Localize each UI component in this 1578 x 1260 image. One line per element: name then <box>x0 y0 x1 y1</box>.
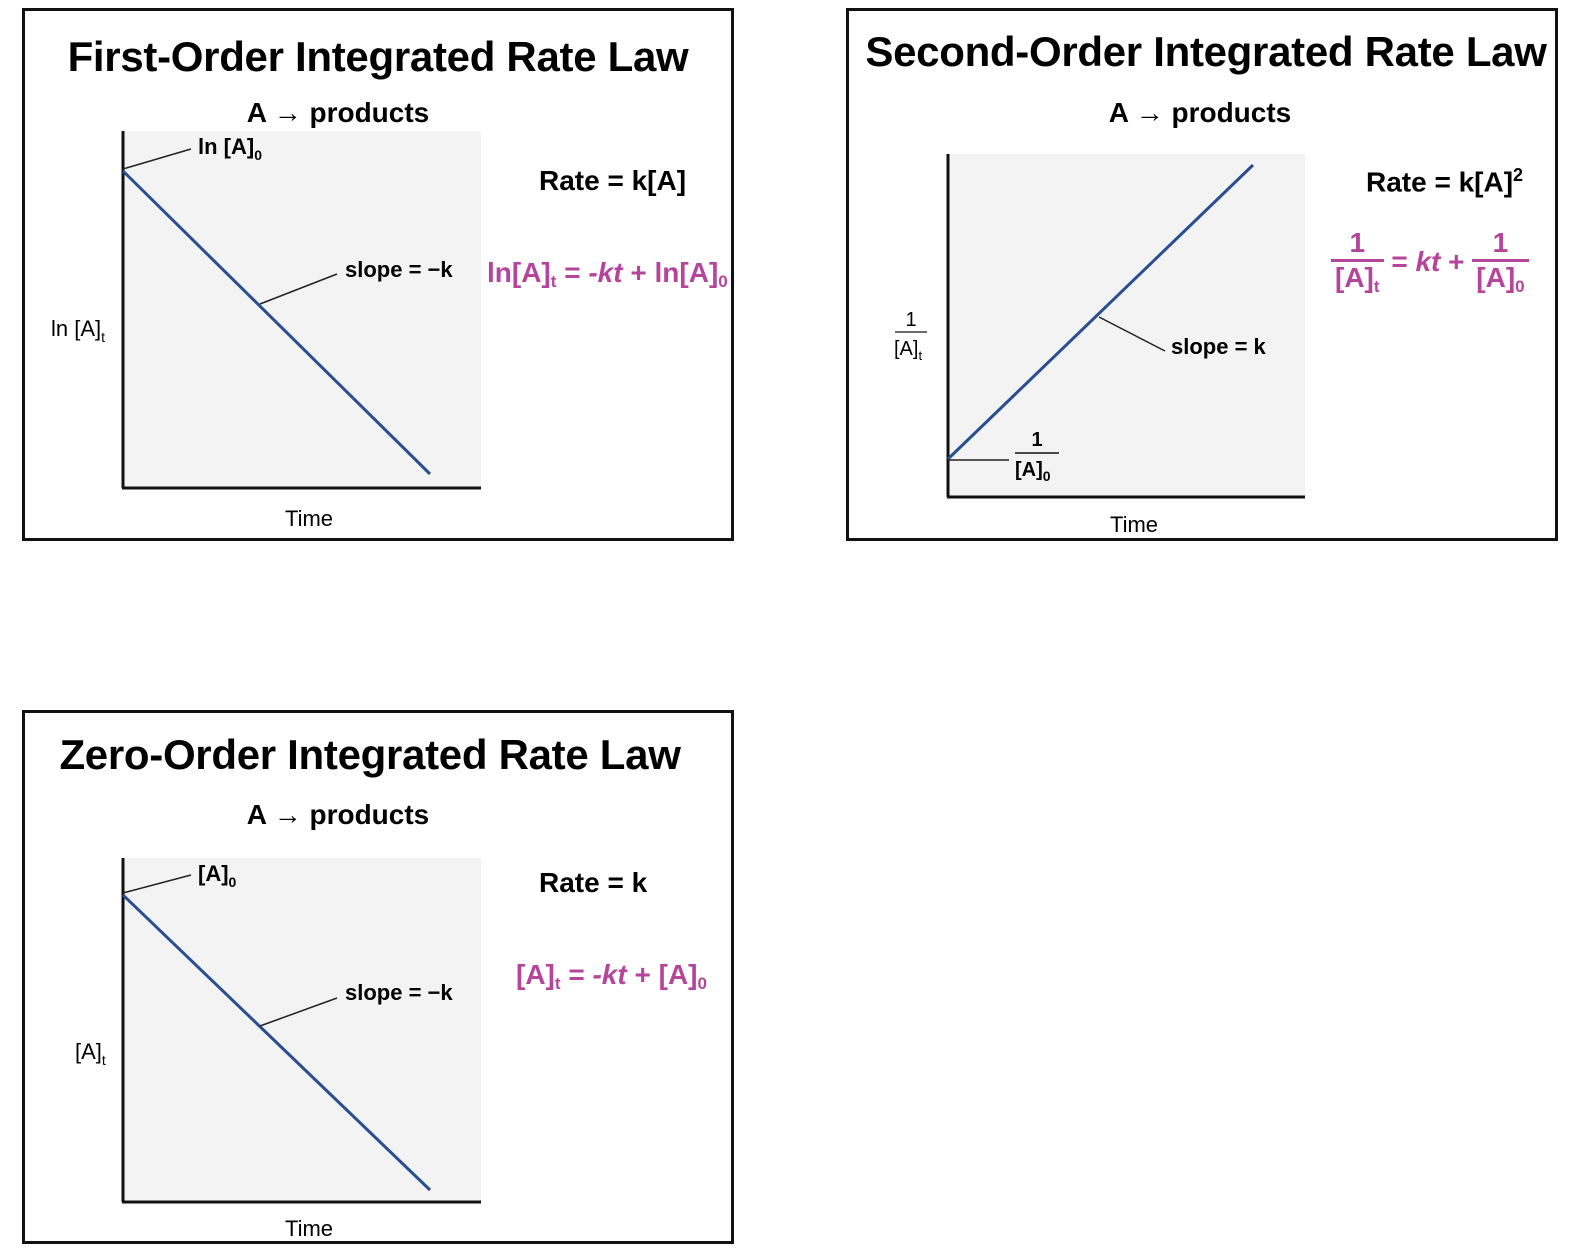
intercept-label: [A]0 <box>198 861 237 890</box>
second-order-plot: 1 [A]0 slope = k 1 [A]t Time <box>894 154 1305 537</box>
first-order-rate-law: Rate = k[A] <box>539 165 687 196</box>
slope-label: slope = k <box>1171 334 1267 359</box>
second-order-reaction: A → products <box>1108 97 1292 128</box>
equation-fraction-1: 1 [A]t <box>1331 229 1384 295</box>
intercept-numerator: 1 <box>1031 429 1042 451</box>
y-axis-label-numerator: 1 <box>905 309 916 331</box>
x-axis-label: Time <box>285 506 333 531</box>
second-order-panel: Second-Order Integrated Rate Law A → pro… <box>846 8 1558 541</box>
intercept-denominator: [A]0 <box>1015 459 1051 484</box>
zero-order-equation: [A]t = -kt + [A]0 <box>516 959 707 993</box>
first-order-equation: ln[A]t = -kt + ln[A]0 <box>487 257 728 291</box>
intercept-label: ln [A]0 <box>198 134 262 163</box>
slope-leader <box>259 273 338 305</box>
x-axis-label: Time <box>1110 512 1158 537</box>
first-order-title: First-Order Integrated Rate Law <box>67 33 689 80</box>
second-order-title: Second-Order Integrated Rate Law <box>865 28 1547 75</box>
slope-label: slope = −k <box>345 257 453 282</box>
y-axis-label: [A]t <box>75 1039 106 1068</box>
data-line <box>121 893 432 1192</box>
plot-background <box>123 858 481 1200</box>
zero-order-rate-law: Rate = k <box>539 867 648 898</box>
plot-background <box>948 154 1305 496</box>
zero-order-reaction: A → products <box>246 799 430 830</box>
zero-order-panel: Zero-Order Integrated Rate Law A → produ… <box>22 710 734 1244</box>
intercept-leader <box>122 148 192 170</box>
zero-order-title: Zero-Order Integrated Rate Law <box>59 731 681 778</box>
intercept-leader <box>122 874 192 894</box>
first-order-panel: First-Order Integrated Rate Law A → prod… <box>22 8 734 541</box>
plot-background <box>123 131 481 487</box>
second-order-rate-law: Rate = k[A]2 <box>1366 165 1524 198</box>
slope-leader <box>259 997 338 1027</box>
first-order-plot: ln [A]0 slope = −k ln [A]t Time <box>51 131 481 531</box>
x-axis-label: Time <box>285 1216 333 1241</box>
y-axis-label: ln [A]t <box>51 316 105 345</box>
zero-order-plot: [A]0 slope = −k [A]t Time <box>75 858 481 1241</box>
equation-fraction-2: 1 [A]0 <box>1472 229 1529 295</box>
first-order-reaction: A → products <box>246 97 430 128</box>
data-line <box>121 169 432 476</box>
y-axis-label-denominator: [A]t <box>894 338 922 363</box>
data-line <box>946 163 1255 461</box>
slope-leader <box>1098 316 1166 352</box>
slope-label: slope = −k <box>345 980 453 1005</box>
second-order-equation: 1 [A]t = kt + 1 [A]0 <box>1331 229 1529 295</box>
